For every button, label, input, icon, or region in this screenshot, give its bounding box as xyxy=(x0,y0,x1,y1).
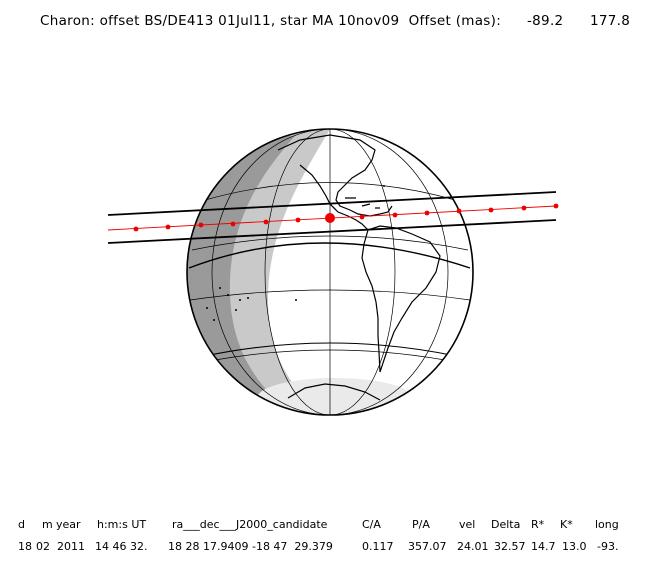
island-dot xyxy=(213,319,215,321)
night-zone xyxy=(187,129,295,415)
title-bar: Charon: offset BS/DE413 01Jul11, star MA… xyxy=(0,13,646,33)
meridian xyxy=(264,129,396,415)
col-header-delta: Delta xyxy=(491,518,521,531)
time-marks xyxy=(133,203,559,232)
time-mark-dot xyxy=(392,212,398,218)
time-mark-dot xyxy=(521,205,527,211)
col-header-vel: vel xyxy=(459,518,476,531)
antarctic-region xyxy=(257,378,413,415)
col-header-year: year xyxy=(56,518,81,531)
col-header-day: d xyxy=(18,518,25,531)
value-rstar: 14.7 xyxy=(531,540,556,553)
value-time: 14 46 32. xyxy=(95,540,148,553)
shadow-path-north-limit xyxy=(107,191,557,216)
offset-ra-value: -89.2 xyxy=(527,13,564,29)
time-mark-dot xyxy=(295,217,301,223)
island-dot xyxy=(235,309,237,311)
globe-limb xyxy=(186,128,474,416)
time-mark-dot xyxy=(263,219,269,225)
time-mark-dot xyxy=(230,221,236,227)
col-header-ca: C/A xyxy=(362,518,381,531)
value-kstar: 13.0 xyxy=(562,540,587,553)
shadow-path-south-limit xyxy=(107,219,557,244)
shadow-edge-curve xyxy=(188,242,471,269)
time-mark-dot xyxy=(198,222,204,228)
time-mark-dot xyxy=(488,207,494,213)
south-america-coast xyxy=(361,225,441,373)
value-vel: 24.01 xyxy=(457,540,489,553)
caribbean-islands xyxy=(345,197,380,209)
island-dots xyxy=(206,185,385,321)
island-dot xyxy=(295,299,297,301)
antarctica-coast xyxy=(287,383,381,401)
time-mark-dot xyxy=(553,203,559,209)
time-mark-dot xyxy=(359,214,365,220)
table-value-row: 18 02 2011 14 46 32. 18 28 17.9409 -18 4… xyxy=(0,540,646,556)
central-america-coast xyxy=(329,203,369,231)
time-mark-dot xyxy=(424,210,430,216)
island-dot xyxy=(219,287,221,289)
closest-approach-dot xyxy=(325,213,335,223)
value-day: 18 xyxy=(18,540,32,553)
graticule xyxy=(189,129,471,415)
value-long: -93. xyxy=(597,540,619,553)
time-mark-dot xyxy=(165,224,171,230)
island-dot xyxy=(206,307,208,309)
col-header-kstar: K* xyxy=(560,518,573,531)
value-delta: 32.57 xyxy=(494,540,526,553)
col-header-pa: P/A xyxy=(412,518,430,531)
island-dot xyxy=(239,299,241,301)
island-dot xyxy=(247,297,249,299)
col-header-long: long xyxy=(595,518,619,531)
parallel xyxy=(214,349,446,361)
time-mark-dot xyxy=(133,226,139,232)
plot-title: Charon: offset BS/DE413 01Jul11, star MA… xyxy=(40,13,502,29)
value-radec: 18 28 17.9409 -18 47 29.379 xyxy=(168,540,333,553)
coastlines xyxy=(277,134,441,401)
table-header-row: d m year h:m:s UT ra___dec___J2000_candi… xyxy=(0,518,646,534)
shadow-edge-lower-curve xyxy=(204,342,457,357)
col-header-month: m xyxy=(42,518,53,531)
island-dot xyxy=(383,185,385,187)
value-month: 02 xyxy=(36,540,50,553)
value-ca: 0.117 xyxy=(362,540,394,553)
parallel xyxy=(204,182,456,201)
parallel xyxy=(189,289,471,301)
value-year: 2011 xyxy=(57,540,85,553)
parallel xyxy=(191,235,469,251)
col-header-rstar: R* xyxy=(531,518,545,531)
island-dot xyxy=(227,294,229,296)
time-mark-dot xyxy=(456,208,462,214)
col-header-radec: ra___dec___J2000_candidate xyxy=(172,518,328,531)
value-pa: 357.07 xyxy=(408,540,447,553)
col-header-time: h:m:s UT xyxy=(97,518,147,531)
meridian xyxy=(211,129,449,415)
offset-dec-value: 177.8 xyxy=(590,13,631,29)
